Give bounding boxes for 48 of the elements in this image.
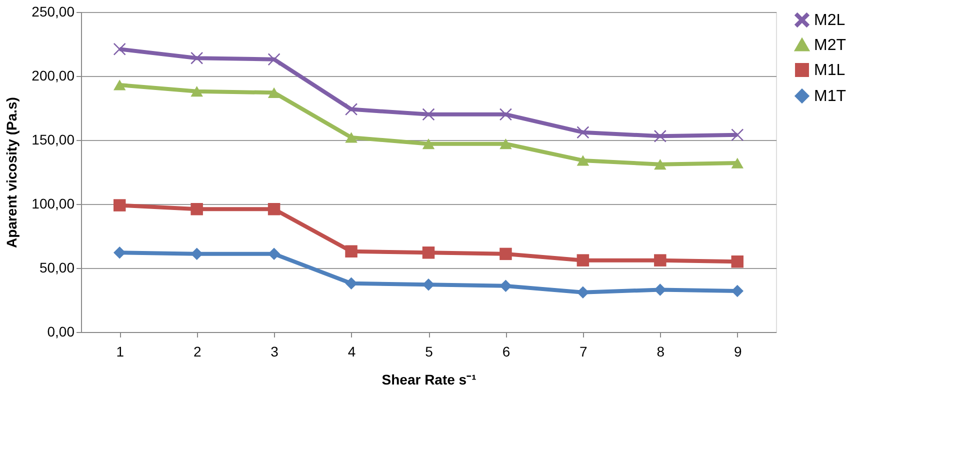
- point: [190, 52, 203, 64]
- point: [422, 138, 435, 150]
- point: [576, 126, 590, 138]
- legend-label: M1T: [814, 88, 846, 105]
- point: [268, 202, 280, 216]
- x-tick-label: 3: [270, 344, 279, 360]
- point: [731, 255, 744, 268]
- x-tick-label: 5: [425, 344, 434, 360]
- point: [268, 53, 280, 66]
- point: [113, 199, 126, 212]
- point: [500, 280, 512, 292]
- point: [576, 254, 590, 266]
- y-tick-label: 0,00: [47, 324, 75, 340]
- point: [268, 87, 280, 98]
- point: [500, 248, 512, 260]
- y-tick-label: 250,00: [32, 4, 75, 20]
- point: [654, 254, 666, 266]
- legend-label: M1L: [814, 62, 846, 79]
- point: [731, 158, 744, 168]
- x-tick-label: 8: [656, 344, 665, 360]
- x-tick-label: 4: [348, 344, 356, 360]
- legend-label: M2L: [814, 12, 846, 29]
- y-tick-label: 200,00: [32, 68, 75, 84]
- point: [113, 80, 126, 90]
- legend-label: M2T: [814, 37, 846, 54]
- x-tick-label: 2: [193, 344, 202, 360]
- y-tick-label: 50,00: [39, 260, 75, 276]
- y-axis-title: Aparent vicosity (Pa.s): [4, 97, 20, 248]
- x-axis-title: Shear Rate s⁻¹: [382, 372, 477, 388]
- point: [190, 202, 203, 216]
- point: [654, 130, 666, 142]
- point: [731, 128, 744, 142]
- point: [345, 132, 358, 143]
- point: [576, 155, 590, 166]
- point: [345, 245, 358, 258]
- point: [654, 159, 666, 170]
- x-tick-label: 1: [116, 344, 124, 360]
- y-tick-label: 150,00: [32, 132, 75, 148]
- point: [422, 108, 435, 121]
- y-tick-label: 100,00: [32, 196, 75, 212]
- point: [500, 108, 512, 121]
- point: [113, 42, 126, 56]
- x-tick-label: 9: [734, 344, 742, 360]
- point: [190, 86, 203, 97]
- point: [500, 138, 512, 150]
- point: [422, 246, 435, 259]
- x-tick-label: 7: [580, 344, 588, 360]
- x-tick-label: 6: [502, 344, 510, 360]
